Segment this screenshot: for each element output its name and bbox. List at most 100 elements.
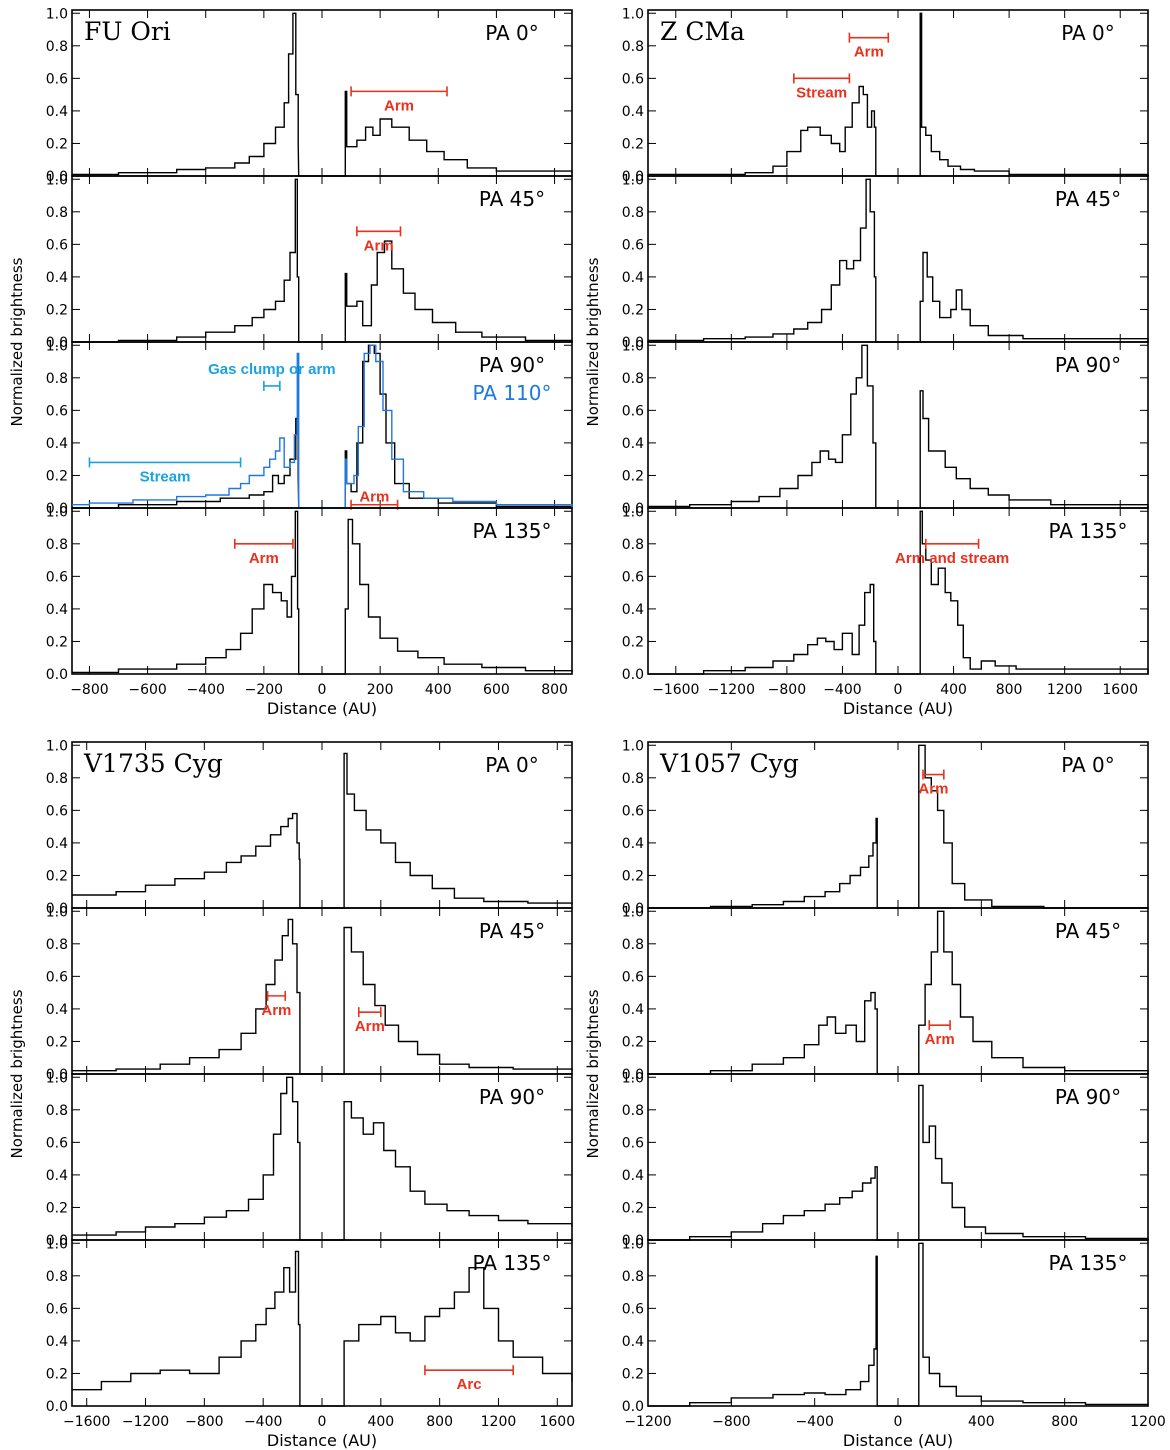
series-line xyxy=(72,510,573,675)
y-tick-label: 0.2 xyxy=(46,468,68,484)
y-tick-label: 0.2 xyxy=(46,1200,68,1216)
x-tick-label: 0 xyxy=(318,682,327,698)
annotation-label: Stream xyxy=(140,468,191,485)
y-tick-label: 0.2 xyxy=(622,634,644,650)
y-tick-label: 0.6 xyxy=(622,1135,644,1151)
y-tick-label: 0.4 xyxy=(46,270,68,286)
x-tick-label: −1600 xyxy=(63,1414,110,1430)
y-tick-label: 0.2 xyxy=(46,634,68,650)
y-tick-label: 0.8 xyxy=(622,1103,644,1119)
x-tick-label: −1600 xyxy=(652,682,699,698)
pa-label: PA 90° xyxy=(1055,1085,1121,1109)
series-line xyxy=(72,344,573,509)
y-tick-label: 0.0 xyxy=(46,1233,68,1249)
y-tick-label: 0.0 xyxy=(622,667,644,683)
y-tick-label: 1.0 xyxy=(622,338,644,354)
y-tick-label: 0.8 xyxy=(46,937,68,953)
y-tick-label: 0.6 xyxy=(622,969,644,985)
series-line xyxy=(648,178,1149,343)
panel: 0.0 0.2 0.4 0.6 0.8 1.0 PA 45° Normalized brigh… xyxy=(584,172,1149,426)
x-tick-label: 600 xyxy=(483,682,510,698)
pa-label: PA 0° xyxy=(485,753,539,777)
pa-label: PA 135° xyxy=(1049,519,1128,543)
y-tick-label: 1.0 xyxy=(46,172,68,188)
series-line xyxy=(72,752,573,909)
x-tick-label: 1600 xyxy=(539,1414,575,1430)
annotation-label: Stream xyxy=(796,84,847,101)
annotation-label: Arm xyxy=(261,1002,291,1019)
y-tick-label: 0.8 xyxy=(622,371,644,387)
x-axis-label: Distance (AU) xyxy=(267,699,377,718)
object-title: Z CMa xyxy=(660,17,745,46)
x-tick-label: 800 xyxy=(426,1414,453,1430)
y-tick-label: 0.0 xyxy=(622,1067,644,1083)
y-tick-label: 0.2 xyxy=(622,1366,644,1382)
y-tick-label: 1.0 xyxy=(622,1236,644,1252)
x-tick-label: 1600 xyxy=(1102,682,1138,698)
y-tick-label: 0.6 xyxy=(622,71,644,87)
x-tick-label: −400 xyxy=(244,1414,282,1430)
y-tick-label: 0.6 xyxy=(622,237,644,253)
y-tick-label: 0.2 xyxy=(46,1034,68,1050)
y-tick-label: 1.0 xyxy=(622,738,644,754)
y-tick-label: 0.0 xyxy=(46,501,68,517)
x-tick-label: 400 xyxy=(425,682,452,698)
x-tick-label: 200 xyxy=(367,682,394,698)
y-tick-label: 1.0 xyxy=(46,504,68,520)
pa-label: PA 90° xyxy=(479,353,545,377)
pa-label-overlay: PA 110° xyxy=(473,381,552,405)
annotation-label: Arm xyxy=(918,781,948,798)
y-tick-label: 0.0 xyxy=(622,1399,644,1415)
y-tick-label: 0.8 xyxy=(622,1269,644,1285)
y-tick-label: 0.6 xyxy=(46,569,68,585)
panel: 0.0 0.2 0.4 0.6 0.8 1.0 PA 135° Arm and stream xyxy=(622,504,1149,683)
y-tick-label: 0.0 xyxy=(622,335,644,351)
series-line xyxy=(648,1242,1149,1407)
series-line xyxy=(648,1084,1149,1241)
series-line xyxy=(72,918,573,1075)
x-tick-label: 400 xyxy=(367,1414,394,1430)
y-tick-label: 0.6 xyxy=(46,1135,68,1151)
y-tick-label: 0.2 xyxy=(622,1200,644,1216)
y-tick-label: 0.6 xyxy=(622,1301,644,1317)
panel: 0.0 0.2 0.4 0.6 0.8 1.0 PA 90° PA 110° Stream Gas… xyxy=(46,338,573,517)
x-tick-label: −400 xyxy=(823,682,861,698)
x-tick-label: −400 xyxy=(186,682,224,698)
x-tick-label: −800 xyxy=(185,1414,223,1430)
series-line xyxy=(648,910,1149,1075)
annotation-label: Arc xyxy=(457,1376,482,1393)
panel: 0.0 0.2 0.4 0.6 0.8 1.0 PA 0° Arm V1057 Cyg xyxy=(622,738,1149,917)
series-line xyxy=(648,344,1149,509)
y-tick-label: 1.0 xyxy=(46,338,68,354)
y-tick-label: 0.0 xyxy=(46,901,68,917)
y-tick-label: 0.4 xyxy=(622,436,644,452)
y-tick-label: 0.6 xyxy=(622,803,644,819)
y-tick-label: 0.8 xyxy=(622,771,644,787)
y-tick-label: 0.2 xyxy=(622,302,644,318)
object-title: V1057 Cyg xyxy=(659,749,799,778)
y-tick-label: 0.6 xyxy=(46,403,68,419)
y-tick-label: 1.0 xyxy=(46,6,68,22)
x-tick-label: 1200 xyxy=(481,1414,517,1430)
pa-label: PA 45° xyxy=(1055,187,1121,211)
y-axis-label: Normalized brightness xyxy=(8,989,26,1158)
y-tick-label: 0.4 xyxy=(622,1168,644,1184)
y-tick-label: 0.0 xyxy=(46,335,68,351)
y-tick-label: 0.8 xyxy=(46,771,68,787)
y-tick-label: 0.2 xyxy=(46,868,68,884)
y-tick-label: 1.0 xyxy=(622,6,644,22)
panel: 0.0 0.2 0.4 0.6 0.8 1.0 PA 45° Arm Normalized br… xyxy=(8,172,573,426)
y-tick-label: 0.6 xyxy=(622,403,644,419)
x-tick-label: 800 xyxy=(1051,1414,1078,1430)
y-axis-label: Normalized brightness xyxy=(584,257,602,426)
y-tick-label: 0.8 xyxy=(622,205,644,221)
x-tick-label: −800 xyxy=(70,682,108,698)
object-title: FU Ori xyxy=(84,17,171,46)
pa-label: PA 135° xyxy=(473,1251,552,1275)
panel: 0.0 0.2 0.4 0.6 0.8 1.0 PA 45° Arm Normalized br… xyxy=(584,904,1149,1158)
y-tick-label: 1.0 xyxy=(46,1236,68,1252)
annotation-label: Arm xyxy=(359,489,389,506)
object-title: V1735 Cyg xyxy=(83,749,223,778)
